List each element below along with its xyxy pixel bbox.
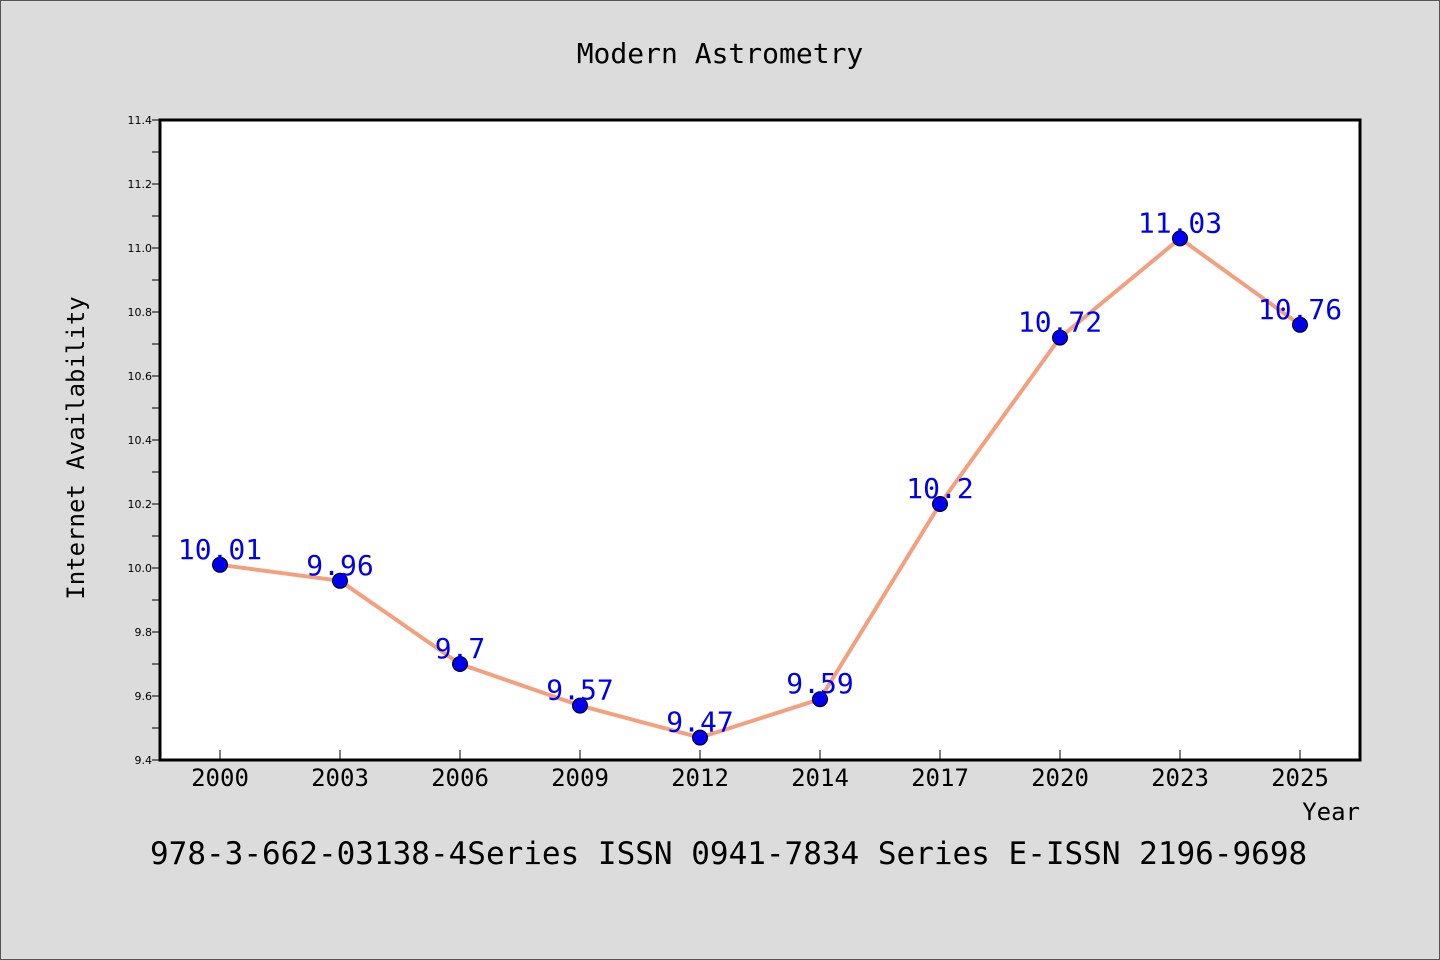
y-tick-label: 10.4 — [128, 434, 153, 447]
x-axis-label: Year — [1302, 798, 1360, 826]
y-tick-label: 10.8 — [128, 306, 153, 319]
x-tick-label: 2012 — [671, 764, 729, 792]
data-label: 10.2 — [906, 472, 973, 505]
x-tick-label: 2003 — [311, 764, 369, 792]
x-tick-label: 2006 — [431, 764, 489, 792]
data-label: 9.57 — [546, 674, 613, 707]
y-axis-label: Internet Availability — [62, 296, 90, 599]
series-0 — [212, 230, 1308, 746]
x-tick-label: 2023 — [1151, 764, 1209, 792]
x-tick-label: 2025 — [1271, 764, 1329, 792]
data-point — [452, 656, 468, 672]
data-point — [212, 556, 228, 573]
footer-annotation: 978-3-662-03138-4Series ISSN 0941-7834 S… — [150, 836, 1307, 872]
data-point — [572, 697, 588, 714]
x-tick-label: 2017 — [911, 764, 969, 792]
plot-area — [158, 118, 1362, 762]
data-labels: 10.01 9.96 9.7 9.57 9.47 9.59 10.2 10.72 11.03 10… — [178, 206, 1342, 738]
data-label: 9.96 — [306, 549, 373, 582]
y-tick-label: 10.6 — [128, 370, 153, 383]
x-axis: 2000 2003 2006 2009 2012 2014 2017 2020 2023 2025 — [191, 750, 1329, 792]
data-label: 9.7 — [435, 632, 486, 665]
y-tick-label: 9.6 — [135, 690, 153, 703]
x-tick-label: 2009 — [551, 764, 609, 792]
x-tick-label: 2014 — [791, 764, 849, 792]
data-point — [932, 496, 948, 512]
y-tick-label: 10.2 — [128, 498, 153, 511]
data-label: 9.59 — [786, 667, 853, 700]
data-label: 10.76 — [1258, 293, 1342, 326]
data-point — [1292, 316, 1308, 333]
y-tick-label: 10.0 — [128, 562, 153, 575]
data-point — [1052, 329, 1068, 346]
data-point — [332, 572, 348, 589]
y-tick-label: 9.8 — [135, 626, 153, 639]
chart-title: Modern Astrometry — [577, 37, 864, 70]
data-label: 9.47 — [666, 706, 733, 739]
y-tick-label: 11.4 — [128, 114, 153, 127]
y-tick-label: 9.4 — [135, 754, 153, 767]
data-label: 10.01 — [178, 533, 262, 566]
data-point — [812, 691, 828, 708]
data-point — [1172, 230, 1188, 247]
data-label: 10.72 — [1018, 306, 1102, 339]
data-label: 11.03 — [1138, 206, 1222, 239]
series-line — [219, 236, 1302, 740]
x-tick-label: 2000 — [191, 764, 249, 792]
x-tick-label: 2020 — [1031, 764, 1089, 792]
y-axis: 9.4 9.6 9.8 10.0 10.2 10.4 10.6 10.8 11.0 11.2 11.… — [128, 114, 160, 767]
y-tick-label: 11.0 — [128, 242, 153, 255]
data-point — [692, 729, 708, 746]
y-tick-label: 11.2 — [128, 178, 153, 191]
